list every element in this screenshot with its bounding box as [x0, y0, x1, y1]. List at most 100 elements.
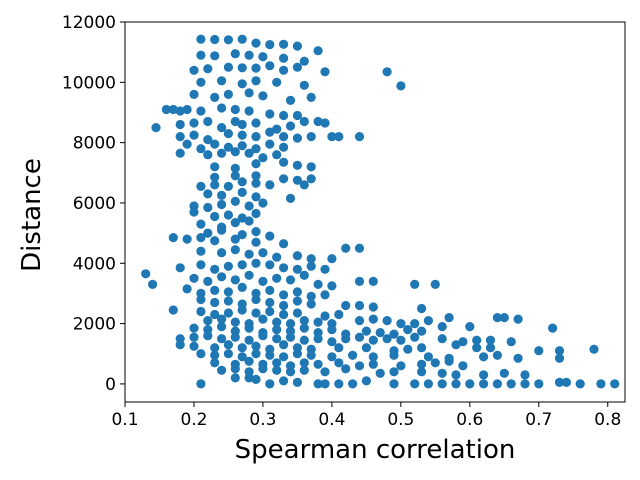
- data-point: [514, 315, 523, 324]
- data-point: [293, 378, 302, 387]
- data-point: [210, 286, 219, 295]
- data-point: [196, 260, 205, 269]
- data-point: [176, 149, 185, 158]
- data-point: [314, 280, 323, 289]
- data-point: [245, 250, 254, 259]
- data-point: [576, 379, 585, 388]
- data-point: [251, 39, 260, 48]
- data-point: [258, 315, 267, 324]
- data-point: [410, 333, 419, 342]
- data-point: [251, 76, 260, 85]
- data-point: [279, 111, 288, 120]
- data-point: [176, 263, 185, 272]
- data-point: [183, 284, 192, 293]
- data-point: [279, 158, 288, 167]
- data-point: [217, 366, 226, 375]
- data-point: [238, 305, 247, 314]
- y-tick-label: 0: [105, 375, 116, 395]
- data-point: [231, 49, 240, 58]
- data-point: [210, 162, 219, 171]
- data-point: [369, 315, 378, 324]
- data-point: [320, 367, 329, 376]
- data-point: [320, 265, 329, 274]
- data-point: [203, 117, 212, 126]
- data-point: [369, 336, 378, 345]
- data-point: [245, 201, 254, 210]
- data-point: [589, 345, 598, 354]
- data-point: [355, 277, 364, 286]
- data-point: [562, 378, 571, 387]
- data-point: [286, 333, 295, 342]
- data-point: [314, 318, 323, 327]
- data-point: [141, 269, 150, 278]
- data-point: [245, 106, 254, 115]
- data-point: [183, 105, 192, 114]
- data-point: [231, 364, 240, 373]
- data-point: [238, 188, 247, 197]
- data-point: [293, 265, 302, 274]
- data-point: [258, 364, 267, 373]
- x-tick-label: 0.1: [111, 410, 138, 430]
- data-point: [451, 370, 460, 379]
- y-tick-label: 10000: [62, 73, 116, 93]
- data-point: [479, 352, 488, 361]
- data-point: [334, 358, 343, 367]
- data-point: [203, 277, 212, 286]
- data-point: [596, 379, 605, 388]
- data-point: [279, 263, 288, 272]
- data-point: [327, 337, 336, 346]
- data-point: [189, 90, 198, 99]
- data-point: [251, 308, 260, 317]
- data-point: [300, 117, 309, 126]
- data-point: [203, 189, 212, 198]
- data-point: [245, 149, 254, 158]
- data-point: [217, 226, 226, 235]
- data-point: [300, 324, 309, 333]
- data-point: [265, 232, 274, 241]
- data-point: [320, 67, 329, 76]
- data-point: [196, 379, 205, 388]
- data-point: [258, 277, 267, 286]
- y-tick-label: 6000: [73, 194, 116, 214]
- points-layer: [141, 35, 619, 389]
- data-point: [445, 313, 454, 322]
- data-point: [507, 337, 516, 346]
- data-point: [307, 132, 316, 141]
- data-point: [251, 118, 260, 127]
- data-point: [451, 379, 460, 388]
- x-axis: 0.1 0.2 0.3 0.4 0.5 0.6 0.7 0.8: [111, 402, 621, 430]
- data-point: [451, 340, 460, 349]
- data-point: [258, 198, 267, 207]
- data-point: [189, 66, 198, 75]
- x-tick-label: 0.8: [594, 410, 621, 430]
- data-point: [403, 325, 412, 334]
- x-tick-label: 0.2: [180, 410, 207, 430]
- data-point: [224, 349, 233, 358]
- data-point: [196, 78, 205, 87]
- data-point: [196, 182, 205, 191]
- data-point: [231, 218, 240, 227]
- data-point: [258, 331, 267, 340]
- data-point: [520, 370, 529, 379]
- data-point: [251, 295, 260, 304]
- data-point: [210, 265, 219, 274]
- data-point: [320, 311, 329, 320]
- data-point: [203, 316, 212, 325]
- data-point: [279, 352, 288, 361]
- data-point: [327, 254, 336, 263]
- data-point: [555, 354, 564, 363]
- y-axis: 0 2000 4000 6000 8000 10000 12000: [62, 13, 125, 395]
- data-point: [224, 35, 233, 44]
- data-point: [548, 324, 557, 333]
- data-point: [438, 334, 447, 343]
- data-point: [169, 305, 178, 314]
- data-point: [251, 64, 260, 73]
- data-point: [341, 334, 350, 343]
- data-point: [196, 35, 205, 44]
- data-point: [238, 79, 247, 88]
- data-point: [189, 342, 198, 351]
- data-point: [300, 81, 309, 90]
- data-point: [341, 364, 350, 373]
- data-point: [210, 298, 219, 307]
- data-point: [341, 301, 350, 310]
